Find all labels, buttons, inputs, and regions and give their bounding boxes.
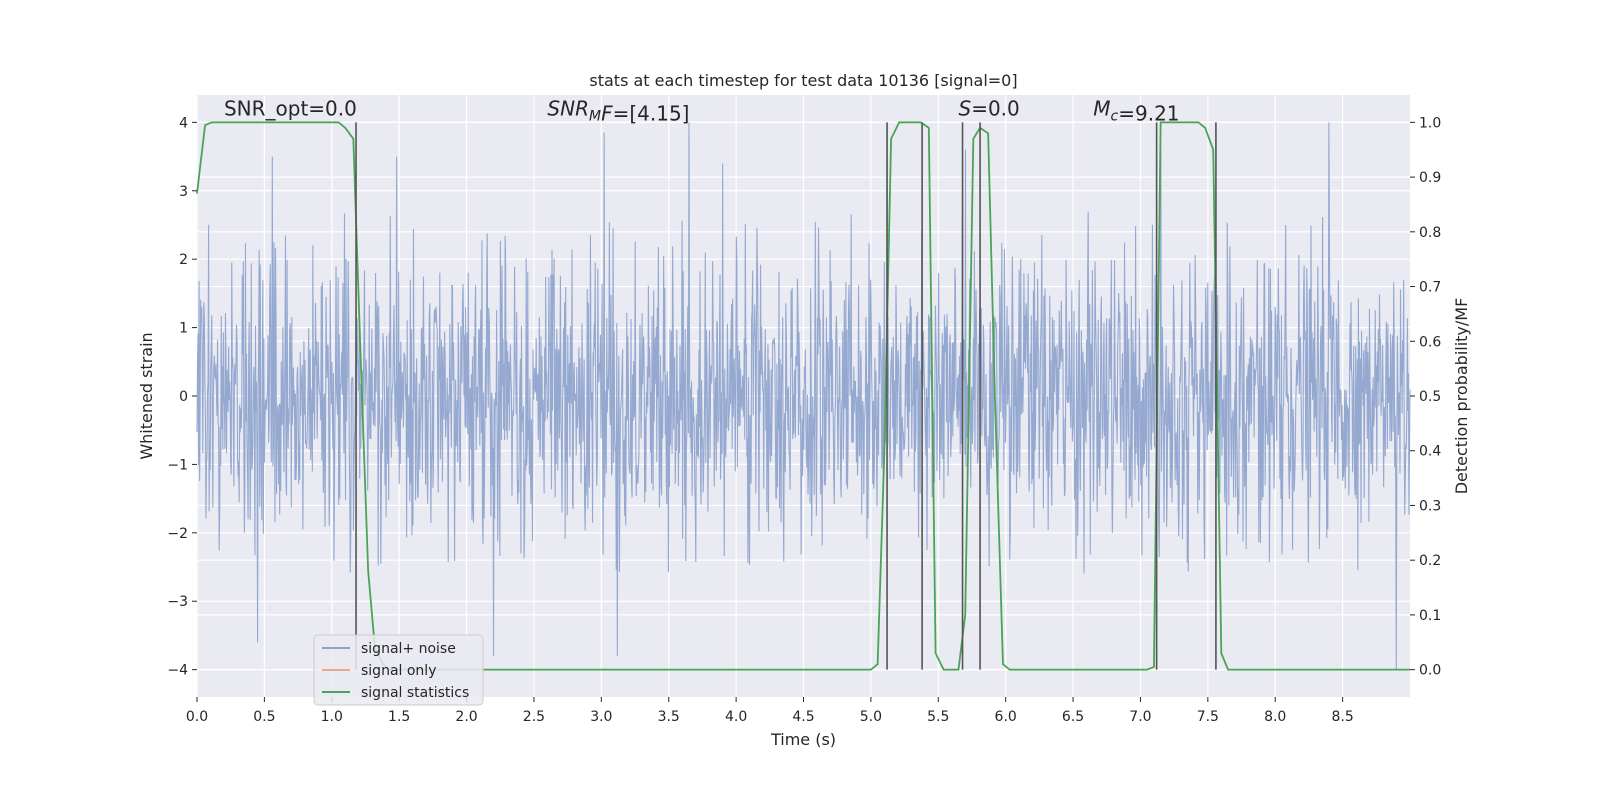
- y-axis-label-left: Whitened strain: [137, 332, 156, 459]
- series-line-signal-noise: [196, 122, 1411, 670]
- x-tick-label: 5.0: [860, 709, 882, 725]
- x-tick-label: 4.5: [792, 709, 814, 725]
- annotation-snr-mf: SNRMF=[4.15]: [547, 97, 689, 126]
- x-tick-label: 8.5: [1331, 709, 1353, 725]
- y-right-tick-label: 0.5: [1419, 389, 1441, 405]
- x-tick-label: 2.5: [523, 709, 545, 725]
- x-tick-label: 6.0: [995, 709, 1017, 725]
- legend-label-signal-only: signal only: [361, 663, 436, 679]
- x-tick-label: 2.0: [455, 709, 477, 725]
- legend: signal+ noise signal only signal statistic…: [313, 634, 484, 706]
- x-tick-label: 0.5: [253, 709, 275, 725]
- x-axis-label: Time (s): [770, 730, 836, 749]
- y-right-tick-label: 0.1: [1419, 608, 1441, 624]
- annotation-snr-opt: SNR_opt=0.0: [224, 97, 357, 121]
- y-left-tick-label: 2: [179, 252, 188, 268]
- series-signal-noise: [196, 122, 1411, 670]
- axes: 0.0 0.5 1.0 1.5 2.0 2.5 3.0 3.5 4.0 4.5 5.0 5.5 6.0 6…: [167, 115, 1441, 725]
- x-tick-label: 3.5: [658, 709, 680, 725]
- y-right-tick-label: 0.0: [1419, 663, 1441, 679]
- chart-title: stats at each timestep for test data 101…: [589, 71, 1017, 90]
- y-left-tick-label: −1: [167, 457, 188, 473]
- y-right-tick-label: 0.9: [1419, 170, 1441, 186]
- y-right-tick-label: 0.8: [1419, 225, 1441, 241]
- y-right-tick-label: 0.2: [1419, 553, 1441, 569]
- x-tick-label: 6.5: [1062, 709, 1084, 725]
- y-right-tick-label: 0.6: [1419, 334, 1441, 350]
- y-right-tick-label: 0.7: [1419, 280, 1441, 296]
- y-left-tick-label: 3: [179, 184, 188, 200]
- y-right-tick-label: 0.3: [1419, 498, 1441, 514]
- vertical-markers: [355, 122, 1217, 670]
- x-tick-label: 8.0: [1264, 709, 1286, 725]
- legend-label-signal-noise: signal+ noise: [361, 641, 456, 657]
- series-lines: [196, 121, 1410, 671]
- x-tick-label: 1.0: [321, 709, 343, 725]
- y-left-tick-label: 0: [179, 389, 188, 405]
- y-right-tick-label: 0.4: [1419, 444, 1441, 460]
- legend-label-signal-statistics: signal statistics: [361, 685, 469, 701]
- x-tick-label: 3.0: [590, 709, 612, 725]
- y-left-tick-label: 1: [179, 321, 188, 337]
- legend-box: [313, 634, 484, 706]
- annotation-s-value: S=0.0: [958, 97, 1019, 121]
- x-tick-label: 4.0: [725, 709, 747, 725]
- y-left-tick-label: −3: [167, 594, 188, 610]
- y-left-tick-label: −4: [167, 663, 188, 679]
- y-left-tick-label: 4: [179, 115, 188, 131]
- x-tick-label: 0.0: [186, 709, 208, 725]
- y-right-tick-label: 1.0: [1419, 115, 1441, 131]
- x-tick-label: 1.5: [388, 709, 410, 725]
- series-line-signal-statistics: [196, 121, 1410, 671]
- annotation-mc-value: Mc=9.21: [1093, 97, 1179, 126]
- x-tick-label: 5.5: [927, 709, 949, 725]
- x-tick-label: 7.5: [1197, 709, 1219, 725]
- y-axis-label-right: Detection probability/MF: [1452, 298, 1471, 495]
- annotations: SNR_opt=0.0 SNRMF=[4.15] S=0.0 Mc=9.21: [224, 97, 1180, 126]
- y-left-tick-label: −2: [167, 526, 188, 542]
- x-tick-label: 7.0: [1129, 709, 1151, 725]
